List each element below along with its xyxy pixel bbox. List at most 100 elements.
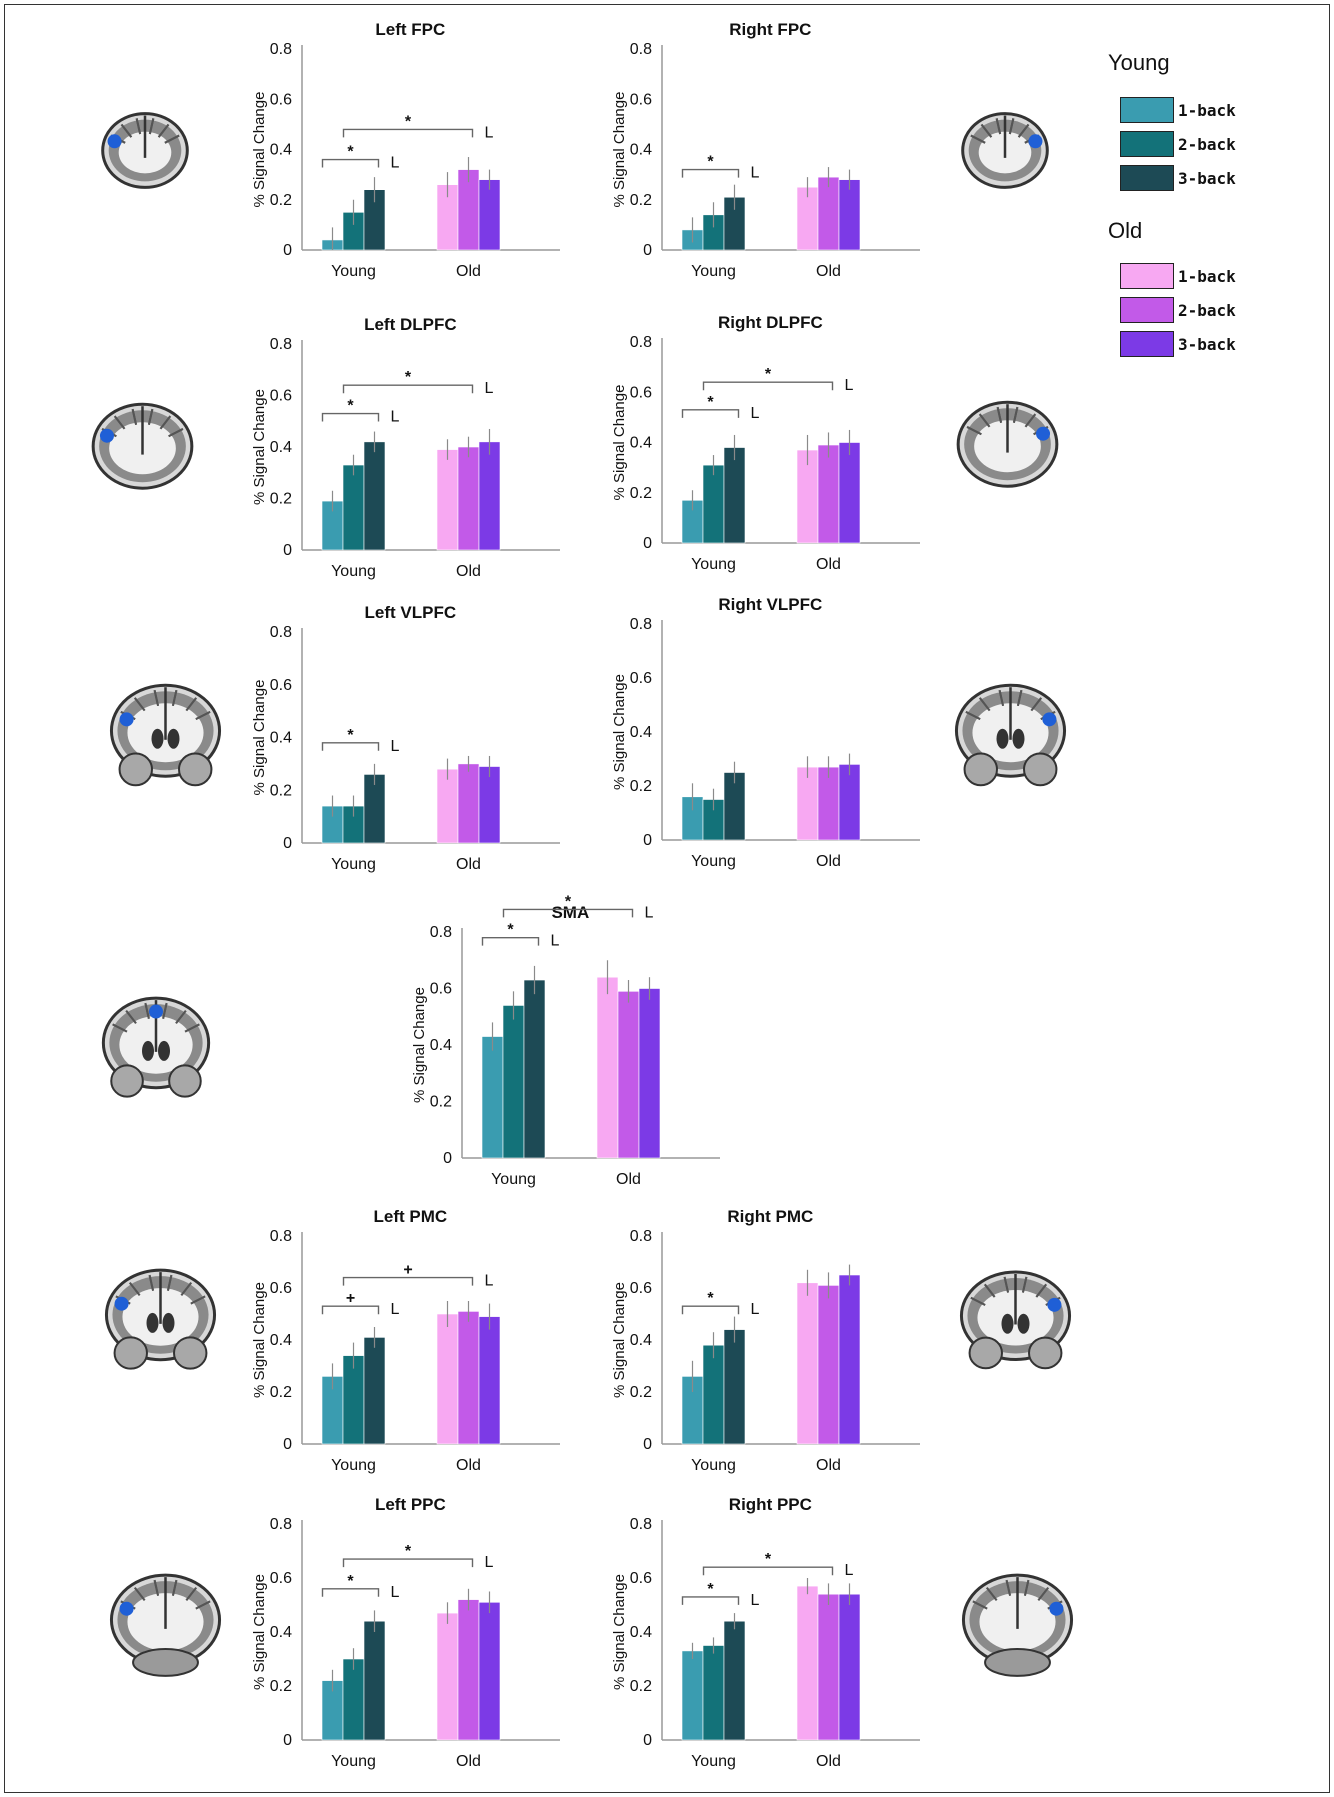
- bracket-line: [342, 128, 474, 138]
- bracket-line: [321, 742, 380, 751]
- significance-bracket: *L: [321, 144, 400, 172]
- brain-slice: [91, 402, 194, 490]
- significance-bracket: *L: [321, 1573, 400, 1601]
- brain-slice: [956, 400, 1059, 488]
- bracket-line: [681, 1596, 740, 1605]
- y-tick-label: 0: [643, 832, 652, 849]
- y-axis-label: % Signal Change: [251, 680, 268, 796]
- roi-marker: [114, 1296, 129, 1311]
- sulcus: [147, 408, 154, 425]
- sulcus: [1035, 1283, 1047, 1298]
- y-axis-label: % Signal Change: [251, 1282, 268, 1398]
- brain-slice: [101, 996, 211, 1098]
- legend-item-old-1back: 1-back: [1120, 262, 1236, 290]
- bracket-line: [342, 384, 474, 394]
- y-tick-label: 0: [443, 1150, 452, 1167]
- legend-label: 3-back: [1178, 168, 1236, 188]
- sulcus: [970, 134, 986, 144]
- bar-young-2-back: [342, 1658, 365, 1741]
- y-tick-label: 0.8: [630, 1228, 652, 1245]
- x-category-label: Young: [691, 556, 736, 573]
- chart-right-fpc: Right FPC % Signal Change 0 0.2 0.4 0.6 0.8 You…: [611, 20, 920, 280]
- significance-label: L: [391, 1301, 400, 1318]
- y-axis-label: % Signal Change: [251, 92, 268, 208]
- ventricle: [142, 1040, 154, 1061]
- bar-old-3-back: [478, 179, 501, 251]
- y-tick-label: 0.8: [430, 924, 452, 941]
- brain-left-ppc-icon: [109, 1573, 222, 1677]
- temporal-lobe: [113, 1336, 148, 1370]
- y-tick-label: 0.4: [270, 1624, 292, 1641]
- roi-marker: [99, 428, 114, 443]
- sulcus: [190, 1295, 206, 1305]
- y-tick-label: 0.8: [270, 336, 292, 353]
- bar-old-3-back: [478, 766, 501, 844]
- significance-marker: *: [347, 398, 354, 415]
- chart-title: Left VLPFC: [365, 603, 457, 622]
- bar-old-2-back: [617, 991, 640, 1159]
- sulcus: [134, 1587, 146, 1601]
- temporal-lobe: [968, 1336, 1003, 1370]
- sulcus: [965, 710, 981, 721]
- sulcus: [984, 1283, 996, 1298]
- bracket-line: [481, 936, 540, 946]
- y-tick-label: 0.4: [430, 1037, 452, 1054]
- y-tick-label: 0.4: [630, 142, 652, 159]
- brain-left-dlpfc-icon: [91, 402, 194, 490]
- temporal-lobe: [118, 752, 153, 787]
- bar-old-3-back: [838, 1274, 861, 1445]
- significance-bracket: *L: [502, 893, 654, 921]
- brain-right-pmc-icon: [959, 1270, 1072, 1370]
- significance-label: L: [485, 380, 494, 397]
- y-tick-label: 0.8: [630, 41, 652, 58]
- y-tick-label: 0.2: [630, 778, 652, 795]
- sulcus: [162, 1002, 168, 1019]
- y-axis-label: % Signal Change: [251, 389, 268, 505]
- bar-young-2-back: [342, 464, 365, 551]
- bracket-line: [342, 1276, 474, 1286]
- significance-bracket: +L: [342, 1262, 494, 1290]
- bar-old-1-back: [436, 449, 459, 551]
- significance-marker: *: [707, 394, 714, 411]
- temporal-lobe: [178, 752, 213, 787]
- y-tick-label: 0.6: [270, 677, 292, 694]
- sulcus: [166, 1274, 173, 1291]
- y-tick-label: 0.6: [270, 1570, 292, 1587]
- y-tick-label: 0.6: [270, 388, 292, 405]
- y-tick-label: 0.8: [270, 624, 292, 641]
- y-tick-label: 0.2: [270, 192, 292, 209]
- sulcus: [1037, 1587, 1049, 1601]
- bar-young-1-back: [681, 1650, 704, 1741]
- chart-title: Left DLPFC: [364, 315, 457, 334]
- chart-right-pmc: Right PMC % Signal Change 0 0.2 0.4 0.6 0.8 You…: [611, 1207, 920, 1474]
- significance-marker: +: [346, 1290, 355, 1307]
- legend-item-young-1back: 1-back: [1120, 96, 1236, 124]
- chart-left-ppc: Left PPC % Signal Change 0 0.2 0.4 0.6 0.8 Youn…: [251, 1495, 560, 1770]
- sulcus: [120, 123, 133, 138]
- significance-bracket: *L: [481, 922, 560, 950]
- ventricle: [162, 1312, 175, 1333]
- y-axis-label: % Signal Change: [611, 385, 628, 501]
- bar-old-2-back: [817, 176, 840, 251]
- sulcus: [144, 1002, 150, 1019]
- ventricle: [1017, 1313, 1030, 1334]
- roi-marker: [1047, 1297, 1062, 1312]
- y-tick-label: 0.8: [270, 1516, 292, 1533]
- bar-old-1-back: [796, 766, 819, 841]
- sulcus: [148, 118, 155, 135]
- bar-young-3-back: [363, 1620, 386, 1741]
- chart-title: Right FPC: [729, 20, 811, 39]
- x-category-label: Young: [331, 1457, 376, 1474]
- x-category-label: Young: [691, 1457, 736, 1474]
- sulcus: [134, 697, 146, 712]
- sulcus: [157, 123, 170, 138]
- bar-old-2-back: [817, 1593, 840, 1741]
- legend-swatch: [1120, 297, 1174, 323]
- significance-label: L: [845, 1562, 854, 1579]
- chart-left-fpc: Left FPC % Signal Change 0 0.2 0.4 0.6 0.8 Youn…: [251, 20, 560, 280]
- ventricle: [1001, 1313, 1014, 1334]
- sulcus: [175, 1010, 187, 1024]
- significance-label: L: [751, 405, 760, 422]
- brain-slice: [961, 1573, 1074, 1677]
- y-tick-label: 0: [283, 542, 292, 559]
